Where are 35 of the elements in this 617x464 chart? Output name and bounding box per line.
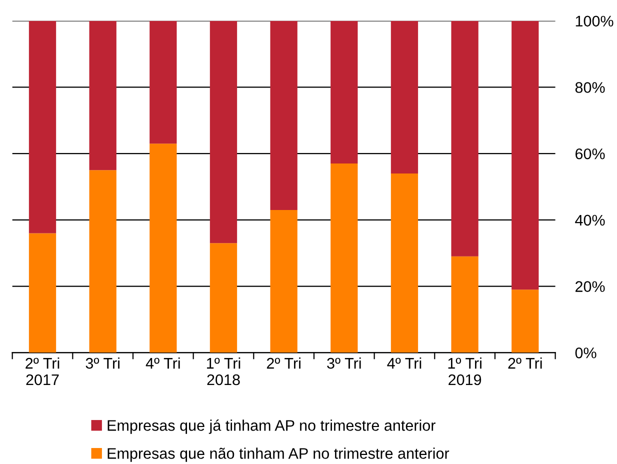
x-tick-label: 2º Tri: [508, 358, 542, 369]
x-tick-label: 2º Tri 2017: [26, 358, 60, 386]
x-tick-label: 1º Tri 2019: [448, 358, 482, 386]
bar: [330, 164, 358, 353]
bar: [89, 170, 116, 353]
bar: [390, 173, 418, 353]
x-tick-label: 3º Tri: [327, 358, 361, 369]
legend-label: Empresas que não tinham AP no trimestre anterior: [108, 448, 450, 462]
bar: [451, 256, 478, 353]
bar: [150, 20, 177, 144]
y-tick-label: 40%: [575, 214, 605, 226]
y-tick-label: 0%: [575, 348, 596, 358]
y-tick-label: 100%: [576, 16, 614, 27]
bar: [270, 20, 298, 210]
bar: [28, 20, 56, 234]
bar: [28, 233, 56, 353]
bar: [89, 20, 116, 170]
x-tick-label: 3º Tri: [86, 358, 120, 369]
bar: [210, 20, 238, 244]
y-tick-label: 80%: [575, 82, 605, 93]
x-tick-label: 4º Tri: [146, 358, 180, 369]
bar: [390, 20, 418, 174]
y-tick-label: 20%: [576, 281, 605, 292]
bar: [512, 290, 539, 353]
bar: [270, 210, 298, 353]
y-tick-label: 60%: [576, 148, 605, 160]
bar: [210, 243, 238, 353]
bar: [330, 20, 358, 164]
x-tick-label: 1º Tri 2018: [207, 358, 240, 386]
bar: [512, 20, 539, 290]
bar: [451, 20, 478, 256]
bar: [150, 144, 177, 353]
x-tick-label: 4º Tri: [387, 358, 422, 369]
x-tick-label: 2º Tri: [266, 358, 300, 369]
legend-label: Empresas que já tinham AP no trimestre anterior: [108, 419, 436, 434]
